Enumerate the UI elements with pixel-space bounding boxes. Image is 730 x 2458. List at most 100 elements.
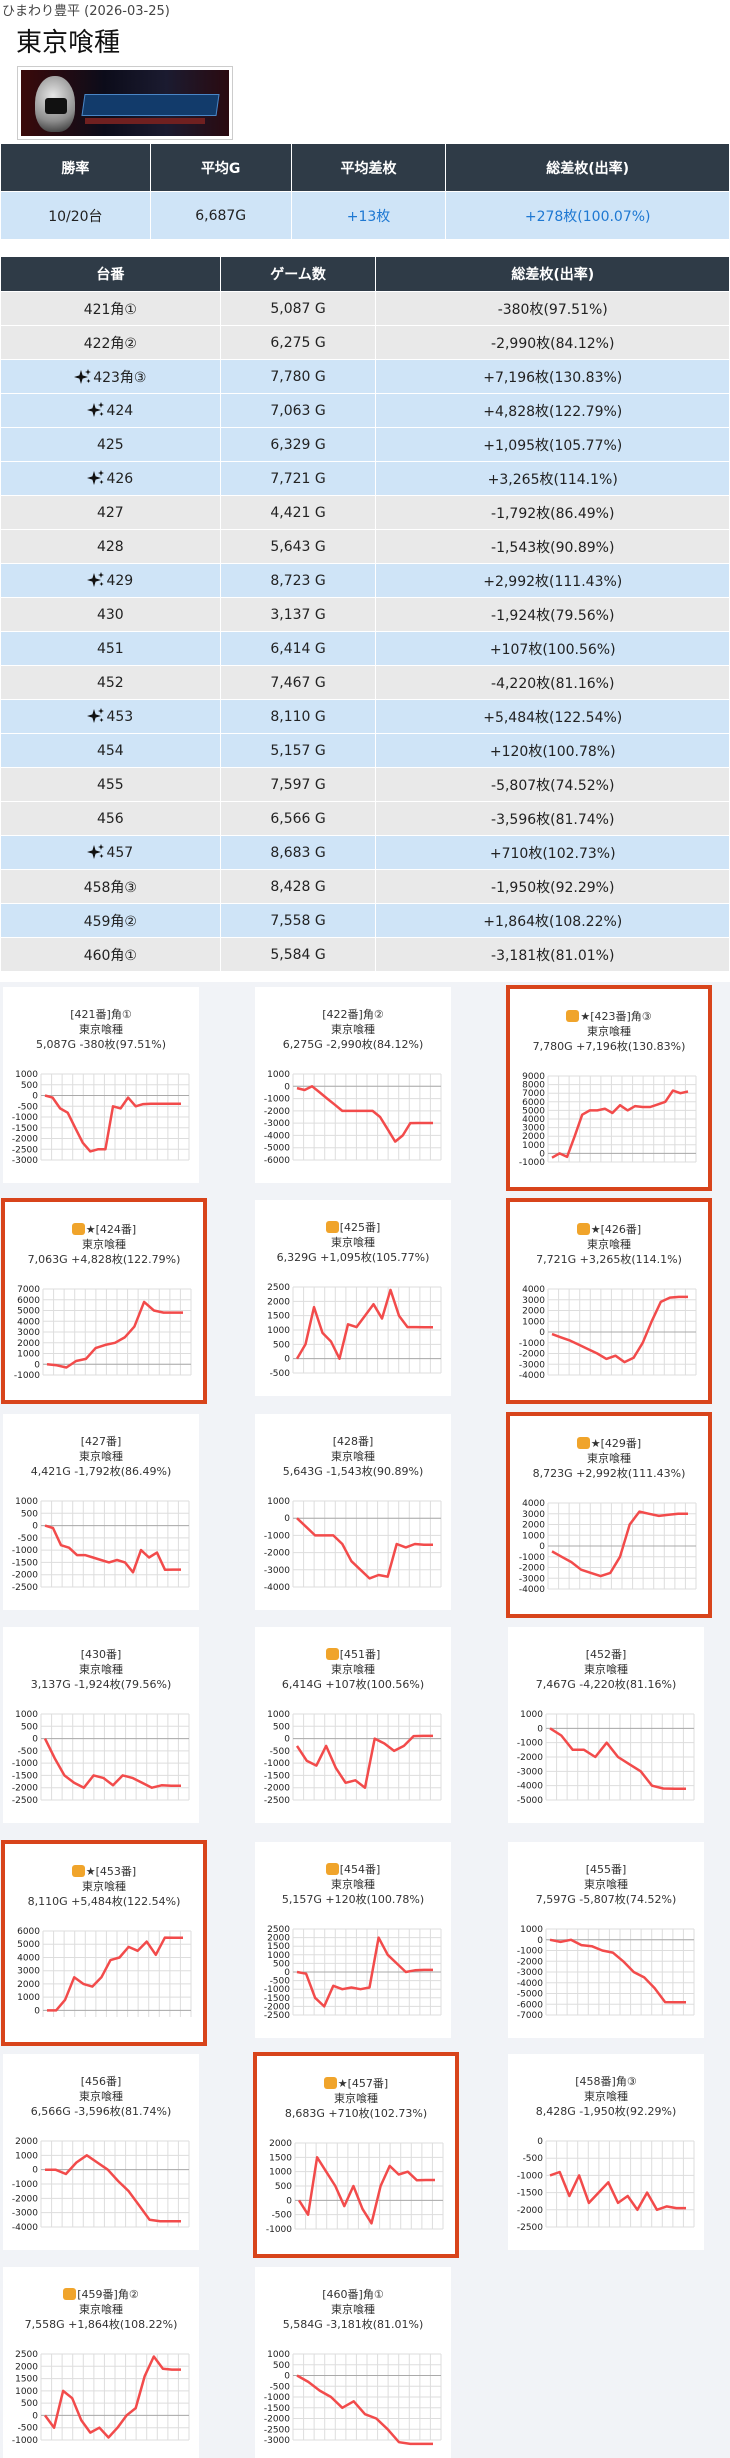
y-tick-label: 1000	[269, 2168, 292, 2178]
y-tick-label: -2000	[517, 1753, 543, 1763]
chart-title-text: [452番]	[585, 1648, 627, 1661]
table-row[interactable]: 423角③ 7,780 G +7,196枚(130.83%)	[0, 359, 730, 394]
machine-chart-card[interactable]: ★[423番]角③ 東京喰種 7,780G +7,196枚(130.83%) 9000…	[506, 985, 712, 1191]
chart-stat: 8,683G +710枚(102.73%)	[284, 2107, 428, 2120]
y-tick-label: -2000	[264, 2415, 290, 2425]
games-cell: 7,721 G	[219, 461, 377, 496]
machine-chart-card[interactable]: [458番]角③ 東京喰種 8,428G -1,950枚(92.29%) 0 -500 -…	[508, 2054, 704, 2250]
y-tick-label: 1000	[520, 1925, 543, 1935]
machine-id-cell: 422角②	[0, 325, 221, 360]
table-row[interactable]: 430 3,137 G -1,924枚(79.56%)	[0, 597, 730, 632]
y-tick-label: -5000	[517, 1990, 543, 2000]
y-tick-label: -2500	[12, 1145, 38, 1155]
y-tick-label: -2000	[264, 1549, 290, 1559]
machine-chart-card[interactable]: ★[453番] 東京喰種 8,110G +5,484枚(122.54%) 6000 50…	[1, 1840, 207, 2046]
machine-chart-card[interactable]: [451番] 東京喰種 6,414G +107枚(100.56%) 1000 500 0 -…	[255, 1627, 451, 1823]
table-row[interactable]: 454 5,157 G +120枚(100.78%)	[0, 733, 730, 768]
y-tick-label: -1000	[264, 1095, 290, 1105]
y-tick-label: 2000	[269, 2139, 292, 2149]
diff-series-line	[45, 2154, 181, 2223]
table-row[interactable]: 428 5,643 G -1,543枚(90.89%)	[0, 529, 730, 564]
table-row[interactable]: 452 7,467 G -4,220枚(81.16%)	[0, 665, 730, 700]
table-row[interactable]: 458角③ 8,428 G -1,950枚(92.29%)	[0, 869, 730, 904]
chart-machine-name: 東京喰種	[79, 2090, 123, 2103]
table-row[interactable]: 453 8,110 G +5,484枚(122.54%)	[0, 699, 730, 734]
y-tick-label: -500	[18, 1102, 39, 1112]
chart-stat: 6,329G +1,095枚(105.77%)	[276, 1251, 430, 1264]
table-row[interactable]: 456 6,566 G -3,596枚(81.74%)	[0, 801, 730, 836]
machine-chart-card[interactable]: [454番] 東京喰種 5,157G +120枚(100.78%) 2500 2000 1…	[255, 1842, 451, 2038]
machine-chart-card[interactable]: ★[429番] 東京喰種 8,723G +2,992枚(111.43%) 4000 30…	[506, 1412, 712, 1618]
y-tick-label: -1000	[264, 1531, 290, 1541]
summary-avg-games: 6,687G	[149, 191, 292, 240]
table-row[interactable]: 460角① 5,584 G -3,181枚(81.01%)	[0, 937, 730, 972]
machine-chart-card[interactable]: [421番]角① 東京喰種 5,087G -380枚(97.51%) 1000 500 0…	[3, 987, 199, 1183]
y-tick-label: -1500	[264, 1771, 290, 1781]
games-cell: 6,566 G	[219, 801, 377, 836]
chart-title: [460番]角①	[255, 2287, 451, 2302]
y-tick-label: -1000	[266, 2225, 292, 2235]
table-row[interactable]: 427 4,421 G -1,792枚(86.49%)	[0, 495, 730, 530]
diff-line-chart: 1000 0 -1000 -2000 -3000 -4000 -5000 -6000	[264, 1070, 442, 1166]
table-row[interactable]: 421角① 5,087 G -380枚(97.51%)	[0, 291, 730, 326]
y-tick-label: -3000	[264, 1119, 290, 1129]
machine-chart-card[interactable]: ★[426番] 東京喰種 7,721G +3,265枚(114.1%) 4000 300…	[506, 1198, 712, 1404]
machine-chart-card[interactable]: ★[457番] 東京喰種 8,683G +710枚(102.73%) 2000 1500…	[253, 2052, 459, 2258]
machine-chart-card[interactable]: [427番] 東京喰種 4,421G -1,792枚(86.49%) 1000 500 0…	[3, 1414, 199, 1610]
machine-chart-card[interactable]: [428番] 東京喰種 5,643G -1,543枚(90.89%) 1000 0 -10…	[255, 1414, 451, 1610]
machine-chart-card[interactable]: [452番] 東京喰種 7,467G -4,220枚(81.16%) 1000 0 -10…	[508, 1627, 704, 1823]
y-tick-label: 1000	[15, 1710, 38, 1720]
machine-chart-card[interactable]: [460番]角① 東京喰種 5,584G -3,181枚(81.01%) 1000 50…	[255, 2267, 451, 2458]
thumbs-up-icon	[71, 1223, 85, 1235]
diff-series-line	[297, 2156, 435, 2225]
table-row[interactable]: 451 6,414 G +107枚(100.56%)	[0, 631, 730, 666]
machine-chart-card[interactable]: ★[424番] 東京喰種 7,063G +4,828枚(122.79%) 7000 60…	[1, 1198, 207, 1404]
y-tick-label: -2500	[264, 2011, 290, 2021]
y-tick-label: -3000	[517, 1968, 543, 1978]
thumbs-up-icon	[323, 2077, 337, 2089]
y-tick-label: -6000	[264, 1156, 290, 1166]
diff-line-chart: 2000 1000 0 -1000 -2000 -3000 -4000	[12, 2137, 190, 2233]
y-tick-label: 2000	[267, 1297, 290, 1307]
y-tick-label: 1000	[15, 1497, 38, 1507]
diff-cell: -5,807枚(74.52%)	[375, 767, 730, 802]
machine-chart-card[interactable]: [425番] 東京喰種 6,329G +1,095枚(105.77%) 2500 200…	[255, 1200, 451, 1396]
machine-id-cell: 459角②	[0, 903, 221, 938]
summary-total-diff: +278枚(100.07%)	[445, 191, 730, 240]
table-row[interactable]: 429 8,723 G +2,992枚(111.43%)	[0, 563, 730, 598]
machine-chart-card[interactable]: [456番] 東京喰種 6,566G -3,596枚(81.74%) 2000 1000…	[3, 2054, 199, 2250]
y-tick-label: 2000	[267, 1934, 290, 1944]
y-tick-label: 1000	[15, 1070, 38, 1080]
machine-chart-card[interactable]: [455番] 東京喰種 7,597G -5,807枚(74.52%) 1000 0 -10…	[508, 1842, 704, 2038]
table-row[interactable]: 426 7,721 G +3,265枚(114.1%)	[0, 461, 730, 496]
y-tick-label: -3000	[519, 1360, 545, 1370]
table-row[interactable]: 457 8,683 G +710枚(102.73%)	[0, 835, 730, 870]
table-row[interactable]: 425 6,329 G +1,095枚(105.77%)	[0, 427, 730, 462]
y-tick-label: 0	[32, 2166, 38, 2176]
diff-cell: +1,095枚(105.77%)	[375, 427, 730, 462]
machine-id: 460角①	[83, 947, 137, 964]
table-row[interactable]: 455 7,597 G -5,807枚(74.52%)	[0, 767, 730, 802]
table-row[interactable]: 424 7,063 G +4,828枚(122.79%)	[0, 393, 730, 428]
y-tick-label: -2500	[12, 1796, 38, 1806]
y-tick-label: 8000	[522, 1081, 545, 1091]
table-row[interactable]: 422角② 6,275 G -2,990枚(84.12%)	[0, 325, 730, 360]
y-tick-label: 1000	[17, 1350, 40, 1360]
chart-title: ★[457番]	[257, 2076, 455, 2091]
machine-chart-card[interactable]: [430番] 東京喰種 3,137G -1,924枚(79.56%) 1000 500 0…	[3, 1627, 199, 1823]
machine-chart-card[interactable]: [459番]角② 東京喰種 7,558G +1,864枚(108.22%) 2500 2…	[3, 2267, 199, 2458]
diff-cell: -1,950枚(92.29%)	[375, 869, 730, 904]
games-cell: 5,584 G	[219, 937, 377, 972]
y-tick-label: 3000	[522, 1124, 545, 1134]
machine-banner[interactable]	[17, 66, 233, 140]
sparkle-icon	[87, 402, 105, 417]
machine-chart-card[interactable]: [422番]角② 東京喰種 6,275G -2,990枚(84.12%) 1000 0 -…	[255, 987, 451, 1183]
y-tick-label: 1000	[267, 1326, 290, 1336]
chart-stat: 7,597G -5,807枚(74.52%)	[535, 1893, 677, 1906]
diff-line-chart: 9000800070006000500040003000200010000-10…	[519, 1072, 697, 1168]
diff-line-chart: 2500 2000 1500 1000 500 0 -500 -1000	[12, 2350, 190, 2446]
table-row[interactable]: 459角② 7,558 G +1,864枚(108.22%)	[0, 903, 730, 938]
y-tick-label: 1000	[267, 1951, 290, 1961]
chart-machine-name: 東京喰種	[331, 1236, 375, 1249]
